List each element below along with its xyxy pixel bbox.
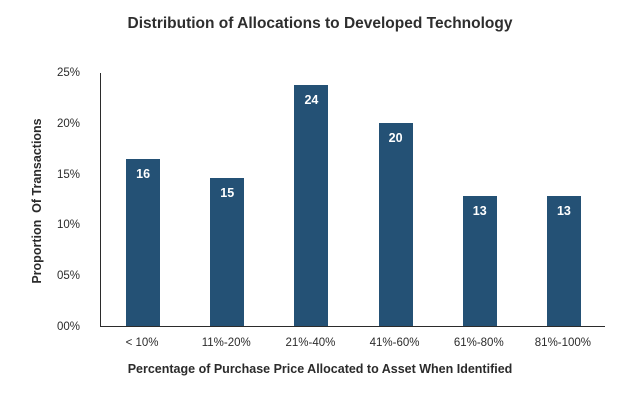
y-axis-tick-label: 00% xyxy=(56,321,80,333)
bar: 15 xyxy=(210,177,245,326)
x-axis-title: Percentage of Purchase Price Allocated t… xyxy=(127,362,513,376)
bar: 16 xyxy=(126,159,161,326)
x-axis-tick-label: 41%-60% xyxy=(369,337,420,349)
plot-area: 16 15 24 20 13 13 xyxy=(100,73,605,327)
bar-value-label: 16 xyxy=(136,167,151,182)
y-axis-tick-label: 25% xyxy=(56,67,80,79)
bar-value-label: 13 xyxy=(556,203,571,218)
bar-value-label: 24 xyxy=(304,93,319,108)
x-axis-tick-label: 81%-100% xyxy=(534,337,592,349)
x-axis-tick-label: 61%-80% xyxy=(453,337,504,349)
x-axis-tick-label: < 10% xyxy=(125,337,159,349)
bar-value-label: 15 xyxy=(220,185,235,200)
chart-title: Distribution of Allocations to Developed… xyxy=(127,15,513,32)
y-axis-tick-label: 15% xyxy=(56,168,80,181)
bar: 24 xyxy=(294,85,329,326)
y-axis-tick-label: 20% xyxy=(56,117,80,130)
x-axis-tick-label: 11%-20% xyxy=(201,337,251,349)
bar-value-label: 20 xyxy=(388,130,403,145)
bar: 13 xyxy=(462,195,497,326)
x-axis-tick-label: 21%-40% xyxy=(285,337,336,349)
bar: 20 xyxy=(378,122,413,326)
y-axis-tick-label: 05% xyxy=(56,270,80,283)
bar-value-label: 13 xyxy=(472,203,487,218)
y-axis-tick-label: 10% xyxy=(56,219,80,232)
bar: 13 xyxy=(546,195,581,326)
